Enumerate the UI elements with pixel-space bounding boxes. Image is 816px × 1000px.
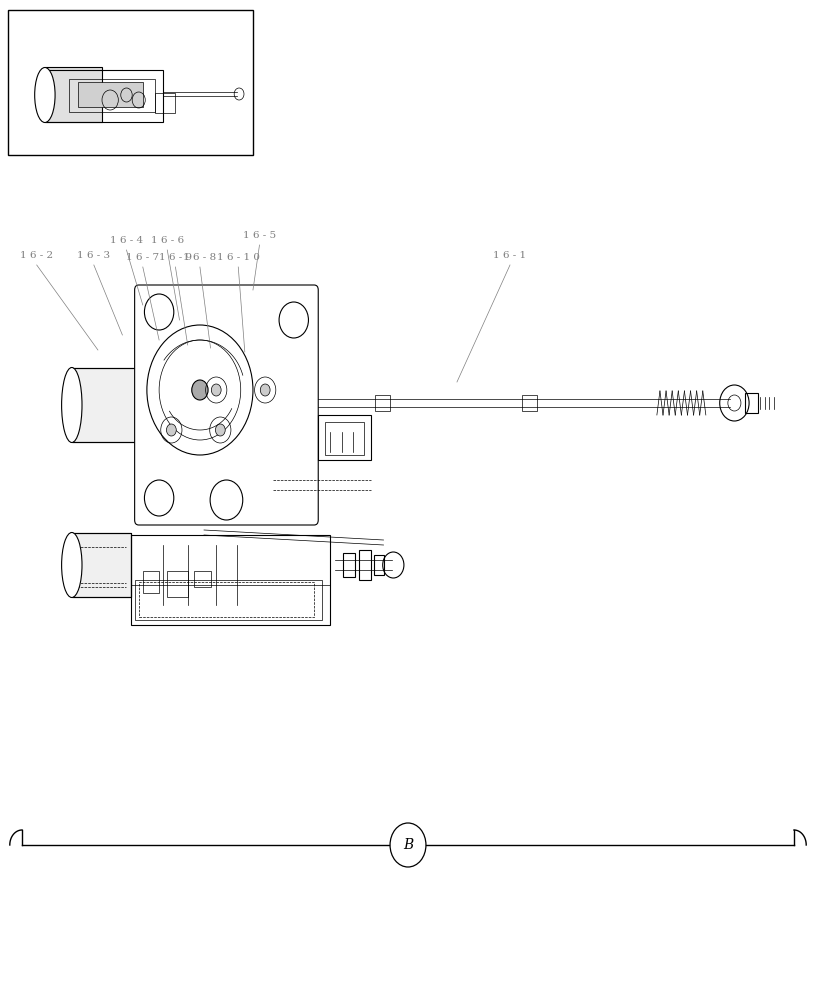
Bar xyxy=(318,415,371,460)
Ellipse shape xyxy=(62,367,82,442)
Ellipse shape xyxy=(62,532,82,597)
Bar xyxy=(359,550,371,580)
Bar xyxy=(375,395,390,411)
Bar xyxy=(8,10,253,155)
Bar xyxy=(522,395,537,411)
Bar xyxy=(131,535,330,625)
Text: 1 6 - 2: 1 6 - 2 xyxy=(20,251,53,260)
Text: 1 6 - 7: 1 6 - 7 xyxy=(126,253,159,262)
Circle shape xyxy=(260,384,270,396)
Bar xyxy=(343,553,355,577)
Bar xyxy=(167,571,188,597)
Bar xyxy=(72,368,141,442)
Text: 1 6 - 4: 1 6 - 4 xyxy=(110,236,143,245)
Bar xyxy=(139,582,314,617)
Text: 1 6 - 1: 1 6 - 1 xyxy=(494,251,526,260)
Bar xyxy=(45,70,163,122)
Bar xyxy=(194,571,211,587)
Circle shape xyxy=(192,380,208,400)
Text: 1 6 - 1 0: 1 6 - 1 0 xyxy=(217,253,259,262)
Circle shape xyxy=(390,823,426,867)
Bar xyxy=(69,79,155,112)
Circle shape xyxy=(166,424,176,436)
Circle shape xyxy=(215,424,225,436)
FancyBboxPatch shape xyxy=(135,285,318,525)
Bar xyxy=(143,571,159,593)
Text: 1 6 - 3: 1 6 - 3 xyxy=(78,251,110,260)
Circle shape xyxy=(211,384,221,396)
Bar xyxy=(155,93,175,113)
Bar xyxy=(72,533,131,597)
Bar xyxy=(78,82,143,107)
Text: 1 6 - 5: 1 6 - 5 xyxy=(243,231,276,240)
Bar xyxy=(45,67,102,122)
Bar xyxy=(374,555,384,575)
Bar xyxy=(72,533,131,597)
Bar xyxy=(72,368,141,442)
Bar xyxy=(325,422,364,455)
Text: B: B xyxy=(403,838,413,852)
Ellipse shape xyxy=(34,68,55,122)
Text: 1 6 - 6: 1 6 - 6 xyxy=(151,236,184,245)
Text: 1 6 - 9: 1 6 - 9 xyxy=(159,253,192,262)
Bar xyxy=(135,580,322,620)
Text: 1 6 - 8: 1 6 - 8 xyxy=(184,253,216,262)
Bar xyxy=(745,393,758,413)
